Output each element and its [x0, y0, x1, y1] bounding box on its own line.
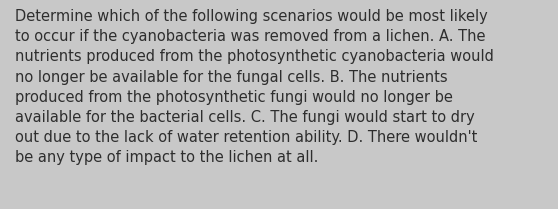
- Text: Determine which of the following scenarios would be most likely
to occur if the : Determine which of the following scenari…: [15, 9, 494, 165]
